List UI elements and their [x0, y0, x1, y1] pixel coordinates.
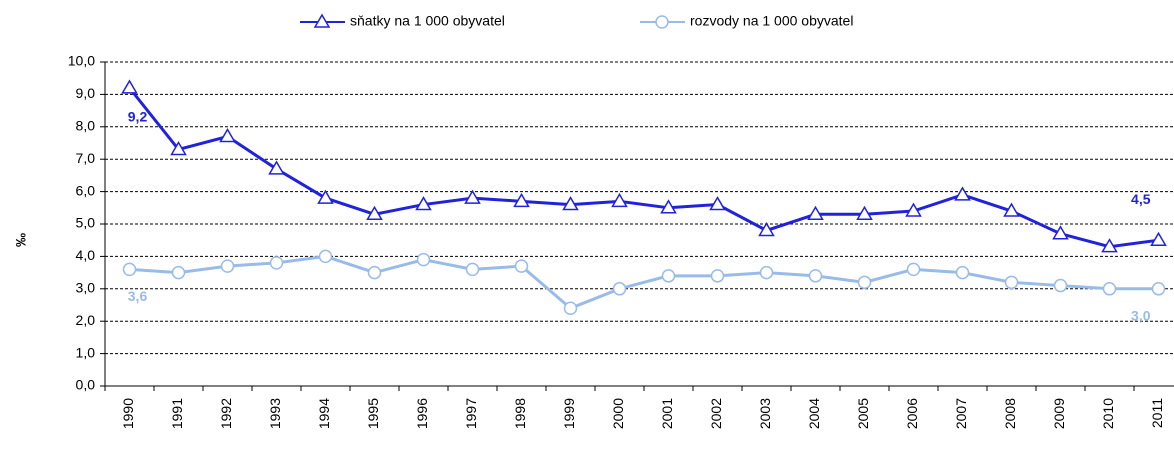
data-label: 4,5 [1131, 191, 1151, 207]
x-tick-label: 2000 [610, 398, 626, 429]
marker [170, 140, 187, 156]
series-line [128, 86, 1159, 249]
x-tick-label: 1999 [561, 398, 577, 429]
marker [905, 202, 922, 217]
y-tick-label: 6,0 [76, 182, 96, 198]
marker [171, 265, 186, 280]
marker [954, 186, 971, 201]
marker [1151, 282, 1166, 296]
marker [416, 252, 431, 267]
marker [415, 196, 432, 211]
marker [121, 79, 138, 94]
y-tick-label: 7,0 [76, 150, 96, 166]
x-tick-label: 2002 [708, 398, 724, 429]
x-tick-label: 1997 [463, 398, 479, 429]
marker [1150, 231, 1167, 246]
x-tick-label: 1996 [414, 398, 430, 429]
data-label: 3,6 [128, 288, 148, 304]
x-tick-label: 2006 [904, 398, 920, 429]
marker [759, 265, 774, 280]
x-tick-label: 1994 [316, 398, 332, 429]
marker [612, 282, 627, 296]
y-axis-label: ‰ [13, 233, 29, 247]
data-label: 3,0 [1131, 308, 1151, 324]
x-tick-label: 2001 [659, 398, 675, 429]
x-tick-label: 1993 [267, 398, 283, 429]
marker [1053, 278, 1068, 293]
marker [122, 262, 137, 277]
x-tick-label: 2005 [855, 398, 871, 429]
marker [269, 256, 284, 270]
marker [367, 265, 382, 280]
x-tick-label: 2004 [806, 398, 822, 429]
x-tick-label: 2011 [1149, 398, 1165, 428]
y-tick-label: 10,0 [68, 53, 95, 69]
marker [655, 15, 669, 29]
y-tick-label: 9,0 [76, 85, 96, 101]
marker [660, 199, 677, 214]
marker [1052, 225, 1069, 240]
x-tick-label: 2003 [757, 398, 773, 429]
marker [1004, 275, 1019, 290]
marker [808, 269, 823, 283]
y-tick-label: 4,0 [76, 247, 96, 263]
x-tick-label: 1998 [512, 398, 528, 429]
y-tick-label: 2,0 [76, 312, 96, 328]
marker [514, 259, 529, 273]
marker [856, 205, 873, 221]
marker [758, 221, 775, 237]
marker [465, 262, 480, 277]
y-tick-label: 8,0 [76, 118, 96, 134]
marker [661, 269, 676, 283]
y-tick-label: 5,0 [76, 215, 96, 231]
x-tick-label: 2009 [1051, 398, 1067, 429]
x-tick-label: 2008 [1002, 398, 1018, 429]
marker [1102, 282, 1117, 296]
data-label: 9,2 [128, 109, 148, 125]
marker [563, 301, 578, 315]
marker [1003, 202, 1020, 217]
marker [219, 128, 236, 143]
marker [268, 160, 285, 175]
x-tick-label: 1992 [218, 398, 234, 429]
marker [710, 269, 725, 283]
marker [611, 192, 628, 208]
x-tick-label: 2010 [1100, 398, 1116, 429]
x-tick-label: 1990 [120, 398, 136, 429]
marker [318, 249, 333, 264]
series-line [129, 254, 1159, 310]
y-tick-label: 0,0 [76, 377, 96, 393]
y-tick-label: 1,0 [76, 344, 96, 360]
x-tick-label: 2007 [953, 398, 969, 429]
marker [807, 205, 824, 221]
x-tick-label: 1991 [169, 398, 185, 429]
marker [1101, 238, 1118, 253]
marker [513, 192, 530, 208]
marker [906, 262, 921, 277]
x-tick-label: 1995 [365, 398, 381, 429]
marker [220, 259, 235, 273]
marker [709, 196, 726, 211]
marker [464, 189, 481, 204]
legend-label: sňatky na 1 000 obyvatel [350, 13, 505, 29]
marker [313, 13, 331, 28]
marker [562, 196, 579, 211]
marker [955, 265, 970, 280]
marker [857, 275, 872, 290]
marker [366, 205, 383, 221]
y-tick-label: 3,0 [76, 280, 96, 296]
legend-label: rozvody na 1 000 obyvatel [690, 13, 853, 29]
marker [317, 189, 334, 204]
